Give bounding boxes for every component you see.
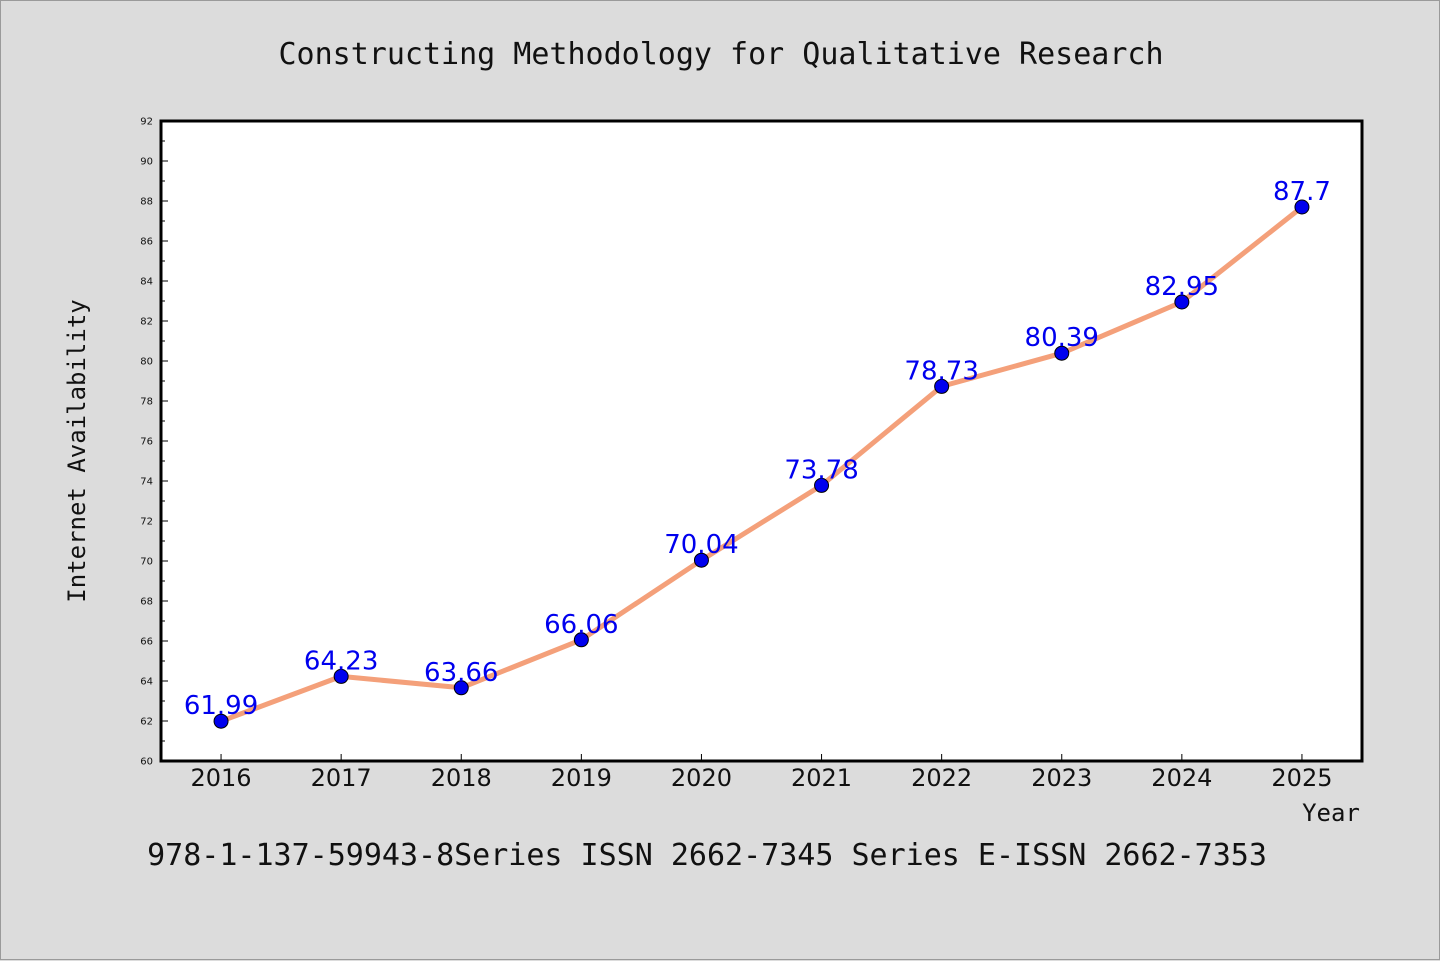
y-tick-label: 64 bbox=[140, 677, 153, 688]
data-point bbox=[333, 668, 349, 684]
plot-area bbox=[161, 121, 1362, 761]
x-tick-label: 2018 bbox=[431, 764, 492, 792]
data-label: 78.73 bbox=[904, 356, 978, 386]
y-tick-label: 60 bbox=[140, 757, 153, 768]
data-point bbox=[213, 713, 229, 729]
x-tick-label: 2020 bbox=[671, 764, 732, 792]
y-tick-label: 74 bbox=[140, 477, 153, 488]
x-tick-label: 2025 bbox=[1271, 764, 1332, 792]
x-tick-label: 2017 bbox=[311, 764, 372, 792]
series-line bbox=[220, 205, 1304, 724]
series-markers bbox=[213, 199, 1310, 729]
data-label: 66.06 bbox=[544, 610, 618, 640]
data-label: 61.99 bbox=[184, 691, 258, 721]
plot-frame bbox=[159, 119, 1364, 763]
data-label: 64.23 bbox=[304, 646, 378, 676]
footer-isbn-text: 978-1-137-59943-8Series ISSN 2662-7345 S… bbox=[147, 838, 1267, 873]
data-point bbox=[693, 552, 709, 568]
data-labels: 61.99 64.23 63.66 66.06 70.04 73.78 78.73 80.39… bbox=[184, 177, 1331, 721]
data-label: 82.95 bbox=[1145, 272, 1219, 302]
x-tick-label: 2016 bbox=[191, 764, 252, 792]
y-tick-label: 80 bbox=[140, 357, 153, 368]
y-tick-label: 82 bbox=[140, 317, 153, 328]
y-tick-label: 66 bbox=[140, 637, 153, 648]
x-tick-label: 2021 bbox=[791, 764, 852, 792]
data-point bbox=[573, 632, 589, 648]
chart-title: Constructing Methodology for Qualitative… bbox=[278, 37, 1163, 72]
x-axis-label: Year bbox=[1302, 799, 1360, 827]
y-tick-label: 88 bbox=[140, 197, 153, 208]
y-tick-label: 70 bbox=[140, 557, 153, 568]
y-tick-label: 84 bbox=[140, 277, 153, 288]
y-tick-label: 78 bbox=[140, 397, 153, 408]
x-tick-label: 2023 bbox=[1031, 764, 1092, 792]
data-point bbox=[934, 378, 950, 394]
data-label: 63.66 bbox=[424, 658, 498, 688]
data-label: 70.04 bbox=[664, 530, 738, 560]
x-tick-label: 2022 bbox=[911, 764, 972, 792]
y-axis-label: Internet Availability bbox=[63, 299, 91, 602]
y-tick-label: 86 bbox=[140, 237, 153, 248]
data-point bbox=[1054, 345, 1070, 361]
x-axis-ticks: 2016 2017 2018 2019 2020 2021 2022 2023 2024 2025 bbox=[191, 754, 1332, 792]
y-tick-label: 72 bbox=[140, 517, 153, 528]
data-label: 80.39 bbox=[1025, 323, 1099, 353]
y-tick-label: 90 bbox=[140, 157, 153, 168]
y-tick-label: 68 bbox=[140, 597, 153, 608]
y-tick-label: 62 bbox=[140, 717, 153, 728]
data-label: 87.7 bbox=[1273, 177, 1331, 207]
data-label: 73.78 bbox=[784, 455, 858, 485]
data-point bbox=[1174, 294, 1190, 310]
data-point bbox=[453, 680, 469, 696]
x-tick-label: 2019 bbox=[551, 764, 612, 792]
x-tick-label: 2024 bbox=[1151, 764, 1212, 792]
data-point bbox=[814, 477, 830, 493]
y-tick-label: 92 bbox=[140, 117, 153, 128]
y-tick-label: 76 bbox=[140, 437, 153, 448]
data-point bbox=[1294, 199, 1310, 215]
